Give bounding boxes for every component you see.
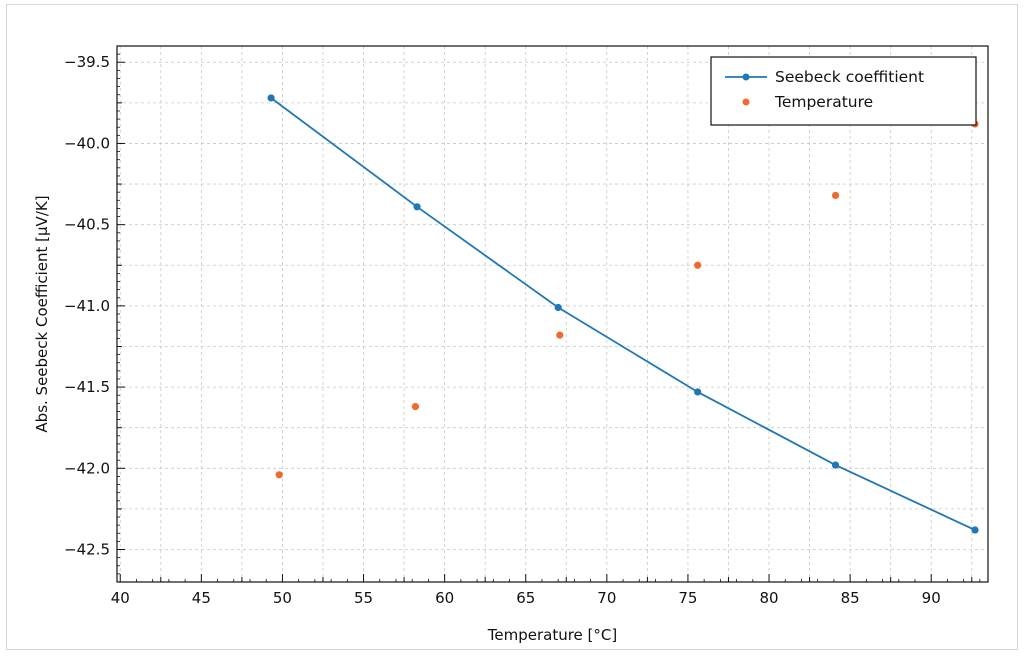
series-layer <box>267 94 979 534</box>
y-tick-label: −41.0 <box>64 297 110 315</box>
plot-area <box>116 45 989 583</box>
y-tick-label: −40.5 <box>64 216 110 234</box>
x-axis-label: Temperature [°C] <box>487 626 617 644</box>
legend-marker-temperature <box>742 98 750 106</box>
y-tick-label: −42.5 <box>64 541 110 559</box>
legend-box <box>710 56 977 126</box>
y-tick-label: −42.0 <box>64 459 110 477</box>
data-point-temperature <box>275 471 283 479</box>
data-point-temperature <box>831 191 840 200</box>
data-point-temperature <box>694 261 702 269</box>
x-tick-label: 45 <box>192 589 211 607</box>
x-tick-label: 55 <box>354 589 373 607</box>
data-point-seebeck <box>694 388 702 396</box>
x-tick-labels: 40 45 50 55 60 65 70 75 80 85 90 <box>111 589 941 607</box>
series-line-seebeck <box>270 97 976 531</box>
y-tick-label: −40.0 <box>64 134 110 152</box>
y-tick-label: −39.5 <box>64 53 110 71</box>
data-point-seebeck <box>267 94 275 102</box>
legend-label-temperature: Temperature <box>774 93 873 111</box>
data-point-seebeck <box>831 461 840 469</box>
legend: Seebeck coeffitient Temperature <box>710 56 977 126</box>
y-tick-label: −41.5 <box>64 378 110 396</box>
x-tick-label: 65 <box>516 589 535 607</box>
x-tick-label: 50 <box>273 589 292 607</box>
data-point-seebeck <box>554 303 562 312</box>
x-tick-label: 40 <box>111 589 130 607</box>
x-tick-label: 80 <box>759 589 778 607</box>
data-point-seebeck <box>971 526 979 534</box>
legend-label-seebeck: Seebeck coeffitient <box>775 68 924 86</box>
x-tick-label: 60 <box>435 589 454 607</box>
x-tick-label: 90 <box>922 589 941 607</box>
grid-lines <box>117 46 988 582</box>
y-tick-labels: −39.5 −40.0 −40.5 −41.0 −41.5 −42.0 −42.5 <box>64 53 110 558</box>
y-axis-label: Abs. Seebeck Coefficient [µV/K] <box>33 195 51 432</box>
x-tick-label: 85 <box>841 589 860 607</box>
x-tick-label: 75 <box>678 589 697 607</box>
data-point-temperature <box>556 331 564 339</box>
data-point-seebeck <box>413 203 421 211</box>
legend-marker-seebeck <box>742 73 750 81</box>
data-point-temperature <box>411 402 420 411</box>
x-tick-label: 70 <box>597 589 616 607</box>
